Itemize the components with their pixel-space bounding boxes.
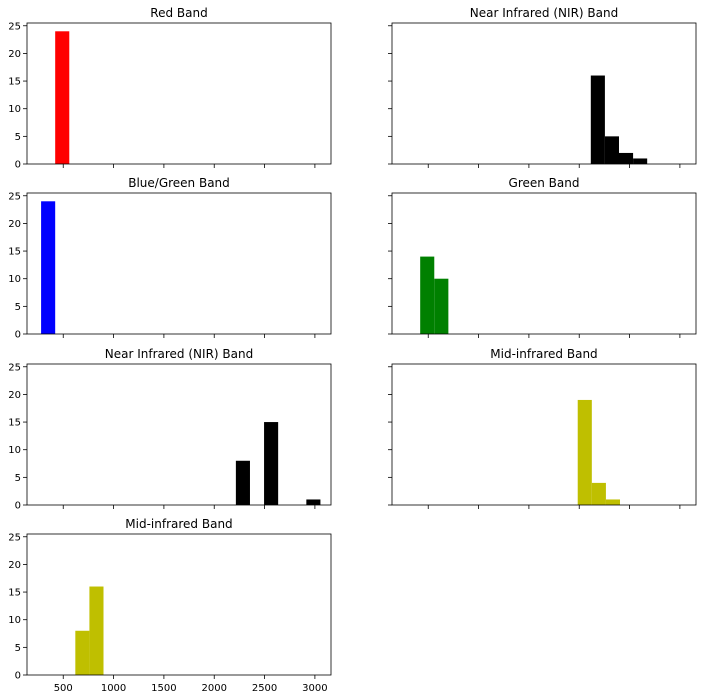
subplot-2: Near Infrared (NIR) Band: [388, 6, 697, 168]
histogram-bar: [306, 499, 321, 505]
y-tick-label: 5: [15, 302, 21, 313]
y-tick-label: 15: [8, 418, 21, 429]
histogram-bar: [605, 499, 620, 505]
histogram-bar: [590, 75, 605, 164]
y-tick-label: 20: [8, 49, 21, 60]
y-tick-label: 10: [8, 445, 21, 456]
y-tick-label: 20: [8, 390, 21, 401]
histogram-bar: [420, 256, 435, 334]
x-tick-label: 2500: [252, 683, 277, 694]
histogram-bar: [434, 278, 449, 334]
subplot-title: Mid-infrared Band: [490, 347, 597, 361]
y-tick-label: 25: [8, 191, 21, 202]
y-tick-label: 0: [15, 330, 21, 341]
histogram-bar: [604, 136, 619, 164]
axes-frame: [391, 192, 697, 335]
subplot-5: Near Infrared (NIR) Band 0 5 10 15 20 25: [8, 347, 332, 512]
axes-frame: [391, 22, 697, 165]
y-tick-label: 5: [15, 132, 21, 143]
subplot-3: Blue/Green Band 0 5 10 15 20 25: [8, 176, 332, 341]
histogram-bar: [235, 460, 250, 505]
histogram-bar: [89, 586, 104, 675]
subplot-title: Blue/Green Band: [128, 176, 230, 190]
axes-frame: [391, 363, 697, 506]
y-tick-label: 5: [15, 473, 21, 484]
histogram-bar: [591, 482, 606, 505]
subplot-1: Red Band 0 5 10 15 20 25: [8, 6, 332, 171]
y-tick-label: 0: [15, 501, 21, 512]
y-tick-label: 10: [8, 274, 21, 285]
y-tick-label: 0: [15, 671, 21, 682]
subplot-title: Near Infrared (NIR) Band: [105, 347, 253, 361]
y-tick-label: 15: [8, 247, 21, 258]
x-tick-label: 2000: [202, 683, 227, 694]
y-tick-label: 5: [15, 643, 21, 654]
axes-frame: [26, 363, 332, 506]
subplot-4: Green Band: [388, 176, 697, 338]
subplot-title: Green Band: [509, 176, 580, 190]
axes-frame: [26, 22, 332, 165]
y-tick-label: 20: [8, 560, 21, 571]
subplot-7: Mid-infrared Band 0 5 10 15 20 25 500 1000 1500 20…: [8, 517, 332, 694]
y-tick-label: 25: [8, 21, 21, 32]
x-tick-label: 1000: [101, 683, 126, 694]
y-tick-label: 25: [8, 532, 21, 543]
histogram-bar: [633, 158, 648, 164]
y-tick-label: 15: [8, 77, 21, 88]
axes-frame: [26, 192, 332, 335]
histogram-bar: [41, 201, 56, 334]
y-tick-label: 25: [8, 362, 21, 373]
y-tick-label: 10: [8, 104, 21, 115]
x-tick-label: 1500: [151, 683, 176, 694]
axes-frame: [26, 533, 332, 676]
subplot-title: Red Band: [150, 6, 207, 20]
subplot-title: Near Infrared (NIR) Band: [470, 6, 618, 20]
histogram-bar: [618, 152, 634, 164]
histogram-bar: [577, 399, 592, 505]
x-tick-label: 3000: [302, 683, 327, 694]
y-tick-label: 15: [8, 588, 21, 599]
subplot-6: Mid-infrared Band: [388, 347, 697, 509]
y-tick-label: 20: [8, 219, 21, 230]
x-tick-label: 500: [54, 683, 73, 694]
subplot-title: Mid-infrared Band: [125, 517, 232, 531]
y-tick-label: 0: [15, 160, 21, 171]
y-tick-label: 10: [8, 615, 21, 626]
histogram-bar: [264, 422, 279, 505]
histogram-bar: [55, 31, 70, 165]
histogram-bar: [75, 630, 90, 675]
